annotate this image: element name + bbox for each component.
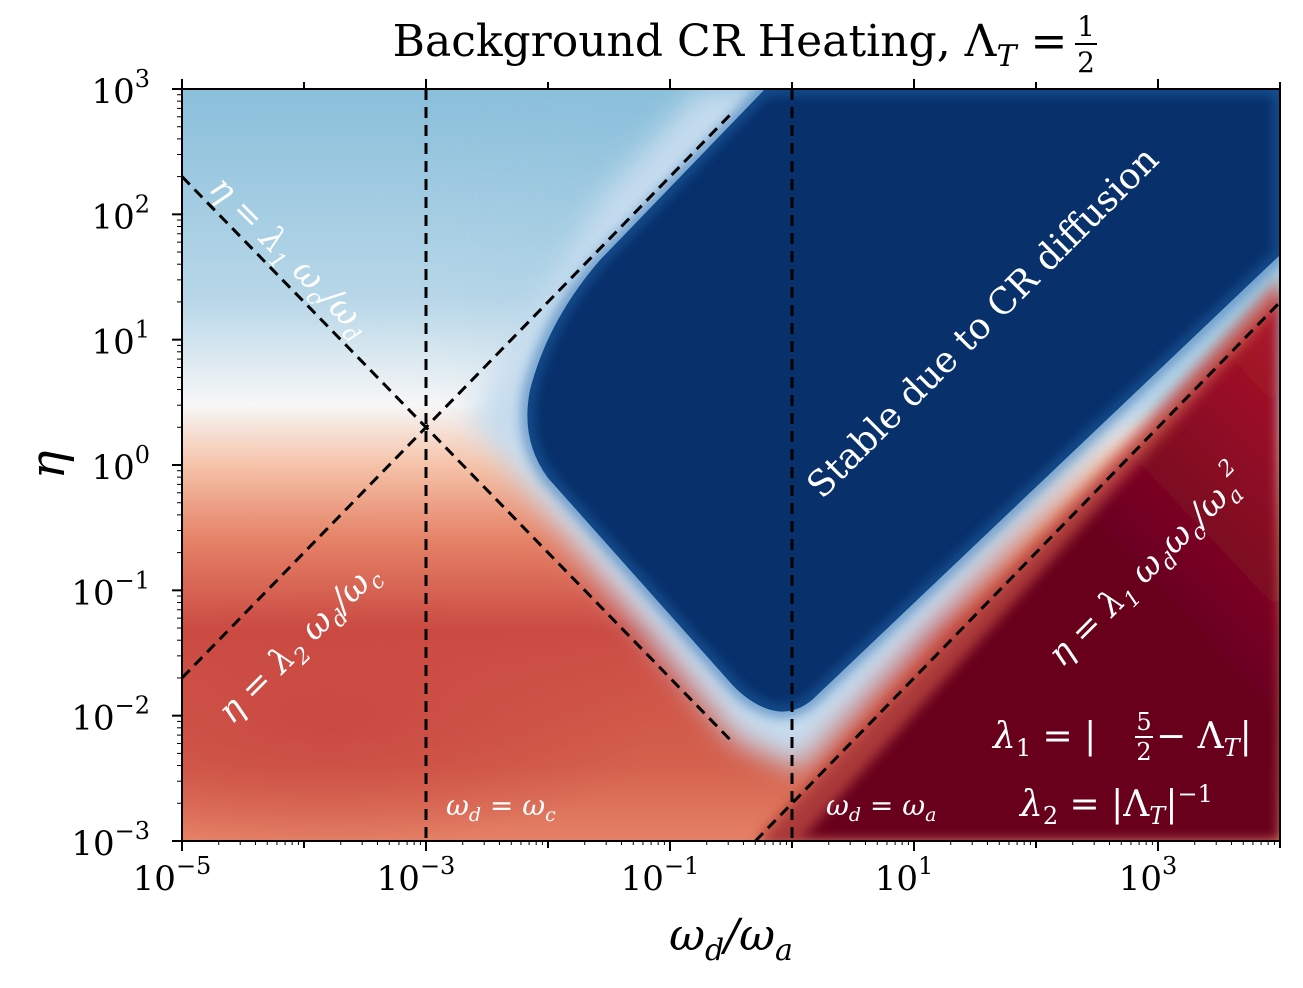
vline1-label-sub: d [469, 804, 481, 826]
lambda2-sup: −1 [1177, 780, 1212, 808]
vline1-label-a: ω [446, 789, 469, 822]
y-tick-label-1: 10−2 [71, 692, 150, 739]
x-axis-label-main: ω [669, 910, 705, 961]
y-tick-label-base: 10 [91, 197, 134, 237]
title-text: Background CR Heating, Λ [393, 16, 998, 67]
y-tick-label-3: 100 [91, 441, 150, 488]
y-tick-label-exp: −1 [115, 566, 150, 594]
lambda2-c: | [1165, 784, 1177, 825]
lambda1-den: 2 [1136, 738, 1151, 766]
x-tick-label-exp: 3 [1162, 852, 1177, 880]
y-tick-label-base: 10 [91, 323, 134, 363]
y-axis-label: η [20, 450, 76, 479]
y-tick-label-6: 103 [91, 65, 150, 112]
vline1-label-b: = ω [481, 789, 545, 822]
title-equals: = [1016, 16, 1067, 67]
x-tick-label-base: 10 [377, 859, 420, 899]
x-axis-label: ωd/ωa [669, 910, 793, 968]
y-tick-label-exp: −3 [115, 817, 150, 845]
y-tick-label-base: 10 [91, 72, 134, 112]
y-tick-label-base: 10 [91, 448, 134, 488]
lambda1-sub2: T [1224, 734, 1242, 762]
title-subscript: T [996, 39, 1018, 74]
title-fraction-den: 2 [1077, 46, 1095, 79]
y-tick-label-2: 10−1 [71, 566, 150, 613]
chart-title: Background CR Heating, ΛT = [393, 16, 1068, 74]
y-tick-label-exp: 2 [135, 190, 150, 218]
vline1-label: ωd = ωc [446, 789, 556, 826]
lambda1-fraction: 5 2 [1135, 708, 1153, 766]
lambda1-a: λ [991, 716, 1016, 757]
lambda2-sub: 2 [1043, 802, 1058, 830]
heatmap-stable-region [527, 89, 1280, 712]
vline1-label-sub2: c [545, 804, 556, 826]
reference-lines [182, 89, 1280, 841]
vline2-label-a: ω [826, 789, 849, 822]
y-tick-label-exp: 0 [135, 441, 150, 469]
x-tick-label-0: 10−5 [133, 852, 212, 899]
heatmap-stable-rim [522, 89, 1280, 717]
x-axis-label-slash: /ω [720, 910, 775, 961]
y-tick-label-exp: −2 [115, 692, 150, 720]
x-axis-label-sub1: d [705, 933, 724, 968]
x-tick-label-base: 10 [1119, 859, 1162, 899]
x-tick-label-4: 103 [1119, 852, 1178, 899]
y-tick-label-base: 10 [71, 699, 114, 739]
lambda1-def: λ1 = | [991, 716, 1096, 762]
y-tick-label-0: 10−3 [71, 817, 150, 864]
lambda1-d: | [1240, 716, 1252, 757]
vline2-label-sub2: a [925, 804, 936, 826]
vline2-label-b: = ω [861, 789, 925, 822]
lambda2-a: λ [1018, 784, 1043, 825]
title-fraction: 1 2 [1075, 10, 1097, 79]
lambda1-def-rest: − ΛT| [1156, 716, 1252, 762]
reference-line-2 [182, 112, 733, 679]
lambda2-sub2: T [1149, 802, 1167, 830]
x-tick-labels: 10−5 10−3 10−1 101 103 [133, 852, 1178, 899]
x-axis-label-sub2: a [775, 933, 793, 968]
x-tick-label-exp: 1 [918, 852, 933, 880]
heatmap [182, 89, 1280, 841]
vline2-label-sub: d [849, 804, 861, 826]
heatmap-red-core [182, 590, 660, 841]
lambda1-sub: 1 [1016, 734, 1031, 762]
x-tick-label-base: 10 [133, 859, 176, 899]
x-tick-label-base: 10 [875, 859, 918, 899]
y-tick-label-4: 101 [91, 316, 150, 363]
title-fraction-num: 1 [1077, 10, 1095, 43]
y-tick-label-exp: 1 [135, 316, 150, 344]
x-tick-label-1: 10−3 [377, 852, 456, 899]
x-tick-label-3: 101 [875, 852, 934, 899]
reference-line-1 [182, 175, 733, 742]
x-tick-label-exp: −1 [664, 852, 699, 880]
lambda1-num: 5 [1136, 708, 1151, 736]
x-tick-label-2: 10−1 [621, 852, 700, 899]
y-tick-label-base: 10 [71, 824, 114, 864]
vline2-label: ωd = ωa [826, 789, 936, 826]
y-tick-label-5: 102 [91, 190, 150, 237]
axis-ticks [172, 79, 1281, 851]
lambda1-c: − Λ [1156, 716, 1225, 757]
lambda2-b: = |Λ [1058, 784, 1150, 825]
lambda1-b: = | [1031, 716, 1096, 757]
x-tick-label-exp: −3 [420, 852, 455, 880]
lambda2-def: λ2 = |ΛT|−1 [1018, 780, 1213, 830]
x-tick-label-exp: −5 [176, 852, 211, 880]
x-tick-label-base: 10 [621, 859, 664, 899]
y-tick-label-exp: 3 [135, 65, 150, 93]
y-tick-label-base: 10 [71, 573, 114, 613]
